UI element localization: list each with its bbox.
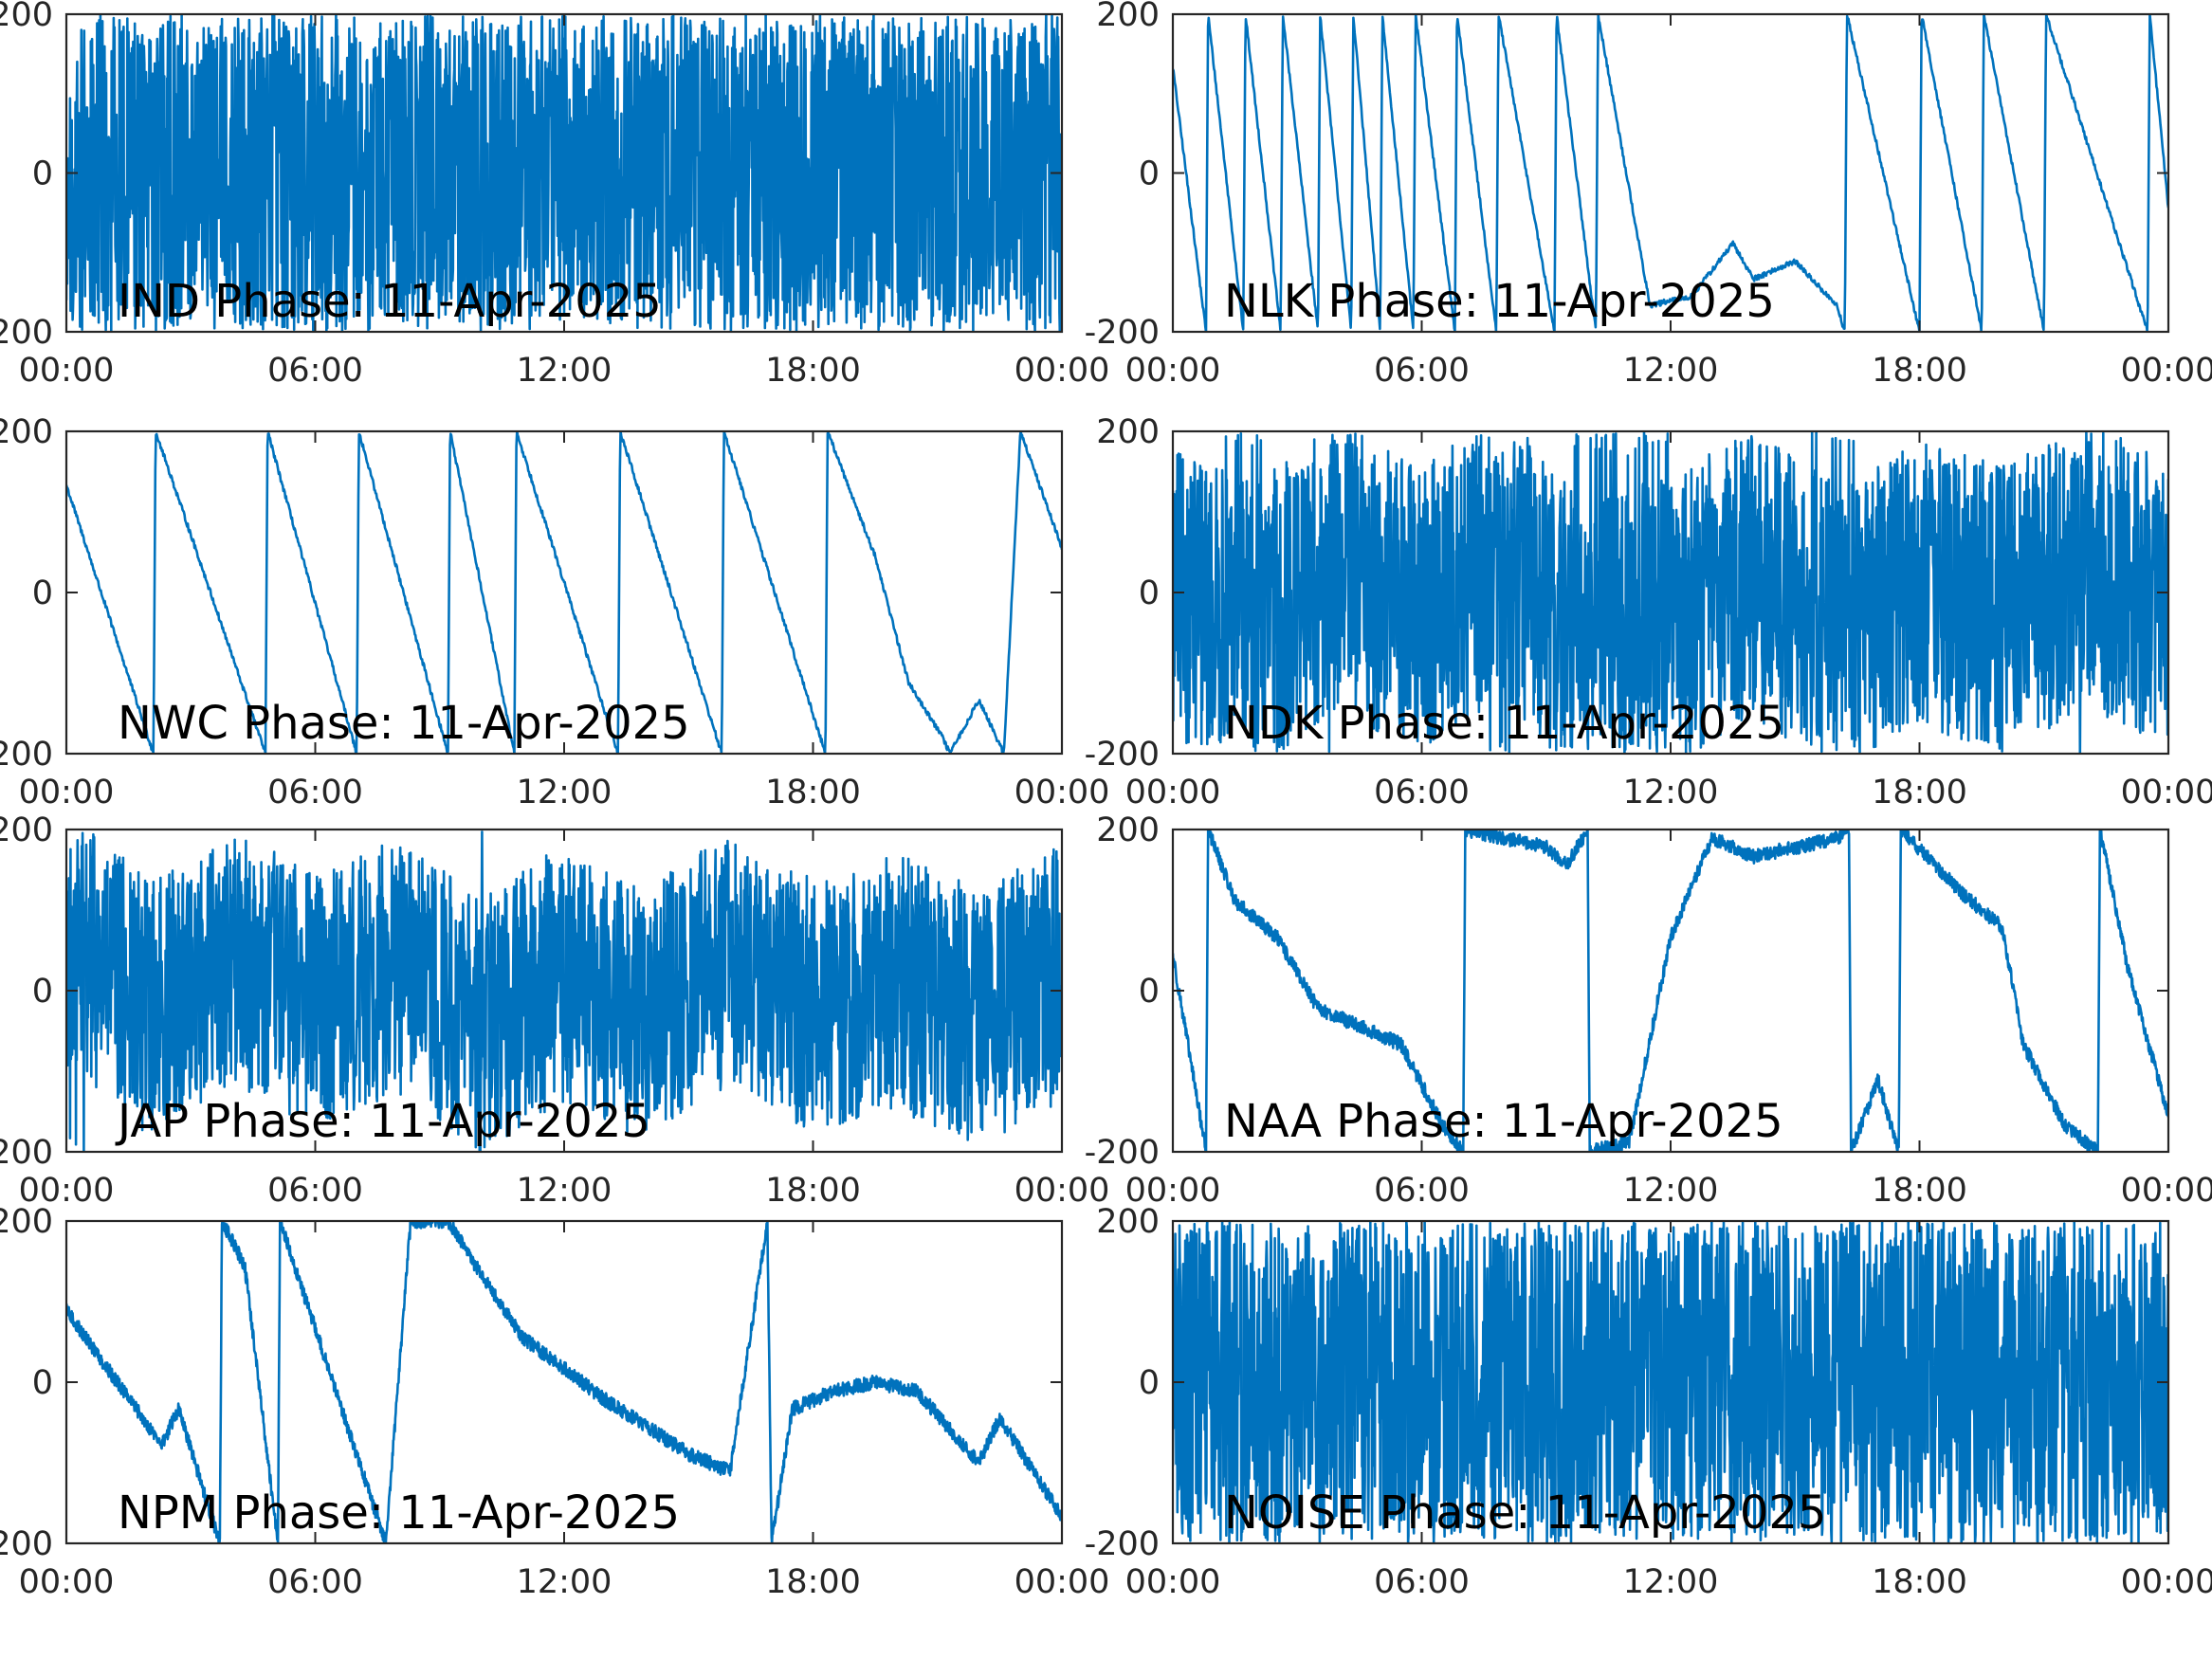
phase-trace <box>1173 14 2168 332</box>
y-tick-label: -200 <box>1085 314 1160 352</box>
x-tick-label: 00:00 <box>2121 1172 2212 1210</box>
y-tick-label: 200 <box>1096 413 1160 451</box>
y-tick-label: 200 <box>0 0 53 34</box>
y-tick-label: 200 <box>0 1203 53 1241</box>
x-tick-label: 00:00 <box>1125 774 1221 811</box>
y-tick-label: 0 <box>1139 1364 1160 1402</box>
x-tick-label: 12:00 <box>517 1563 612 1601</box>
x-tick-label: 12:00 <box>1623 1563 1719 1601</box>
x-tick-label: 18:00 <box>1872 774 1967 811</box>
x-tick-label: 18:00 <box>1872 1172 1967 1210</box>
y-tick-label: 200 <box>1096 811 1160 849</box>
y-tick-label: 0 <box>32 1364 53 1402</box>
panel-title: NAA Phase: 11-Apr-2025 <box>1224 1095 1783 1148</box>
x-tick-label: 06:00 <box>267 1172 363 1210</box>
y-tick-label: -200 <box>0 736 53 774</box>
phase-trace <box>1173 431 2168 754</box>
panel-title: NLK Phase: 11-Apr-2025 <box>1224 275 1775 328</box>
x-tick-label: 12:00 <box>517 1172 612 1210</box>
y-tick-label: 200 <box>0 811 53 849</box>
x-tick-label: 18:00 <box>765 1563 861 1601</box>
x-tick-label: 12:00 <box>1623 1172 1719 1210</box>
phase-trace <box>66 14 1062 332</box>
panel-title: NOISE Phase: 11-Apr-2025 <box>1224 1486 1826 1540</box>
x-tick-label: 00:00 <box>19 1563 115 1601</box>
x-tick-label: 00:00 <box>1125 1563 1221 1601</box>
y-tick-label: -200 <box>0 1525 53 1563</box>
panel-title: NDK Phase: 11-Apr-2025 <box>1224 697 1784 750</box>
phase-trace <box>66 1221 1062 1543</box>
x-tick-label: 00:00 <box>1015 1172 1110 1210</box>
y-tick-label: 200 <box>1096 1203 1160 1241</box>
x-tick-label: 00:00 <box>2121 774 2212 811</box>
x-tick-label: 00:00 <box>1015 774 1110 811</box>
x-tick-label: 12:00 <box>1623 352 1719 390</box>
y-tick-label: 200 <box>0 413 53 451</box>
x-tick-label: 06:00 <box>1374 774 1470 811</box>
y-tick-label: 0 <box>32 155 53 193</box>
y-tick-label: 0 <box>32 973 53 1011</box>
x-tick-label: 12:00 <box>517 774 612 811</box>
y-tick-label: 0 <box>32 574 53 612</box>
x-tick-label: 18:00 <box>765 352 861 390</box>
x-tick-label: 12:00 <box>517 352 612 390</box>
x-tick-label: 00:00 <box>1125 1172 1221 1210</box>
x-tick-label: 00:00 <box>1125 352 1221 390</box>
x-tick-label: 18:00 <box>1872 1563 1967 1601</box>
x-tick-label: 18:00 <box>765 1172 861 1210</box>
x-tick-label: 06:00 <box>1374 352 1470 390</box>
phase-trace <box>66 830 1062 1152</box>
x-tick-label: 06:00 <box>267 1563 363 1601</box>
x-tick-label: 00:00 <box>2121 352 2212 390</box>
phase-trace <box>1173 1221 2168 1543</box>
x-tick-label: 00:00 <box>1015 1563 1110 1601</box>
y-tick-label: -200 <box>1085 736 1160 774</box>
x-tick-label: 12:00 <box>1623 774 1719 811</box>
x-tick-label: 00:00 <box>19 352 115 390</box>
x-tick-label: 00:00 <box>2121 1563 2212 1601</box>
panel-title: NWC Phase: 11-Apr-2025 <box>118 697 690 750</box>
phase-trace <box>1173 830 2168 1152</box>
y-tick-label: 0 <box>1139 973 1160 1011</box>
x-tick-label: 06:00 <box>1374 1172 1470 1210</box>
y-tick-label: -200 <box>0 1134 53 1172</box>
x-tick-label: 06:00 <box>1374 1563 1470 1601</box>
x-tick-label: 06:00 <box>267 352 363 390</box>
x-tick-label: 18:00 <box>1872 352 1967 390</box>
x-tick-label: 18:00 <box>765 774 861 811</box>
phase-trace <box>66 431 1062 754</box>
panel-title: NPM Phase: 11-Apr-2025 <box>118 1486 680 1540</box>
y-tick-label: -200 <box>1085 1134 1160 1172</box>
y-tick-label: -200 <box>0 314 53 352</box>
y-tick-label: -200 <box>1085 1525 1160 1563</box>
y-tick-label: 0 <box>1139 574 1160 612</box>
x-tick-label: 00:00 <box>19 774 115 811</box>
y-tick-label: 200 <box>1096 0 1160 34</box>
x-tick-label: 00:00 <box>1015 352 1110 390</box>
x-tick-label: 06:00 <box>267 774 363 811</box>
panel-title: IND Phase: 11-Apr-2025 <box>118 275 662 328</box>
x-tick-label: 00:00 <box>19 1172 115 1210</box>
y-tick-label: 0 <box>1139 155 1160 193</box>
panel-title: JAP Phase: 11-Apr-2025 <box>115 1095 650 1148</box>
